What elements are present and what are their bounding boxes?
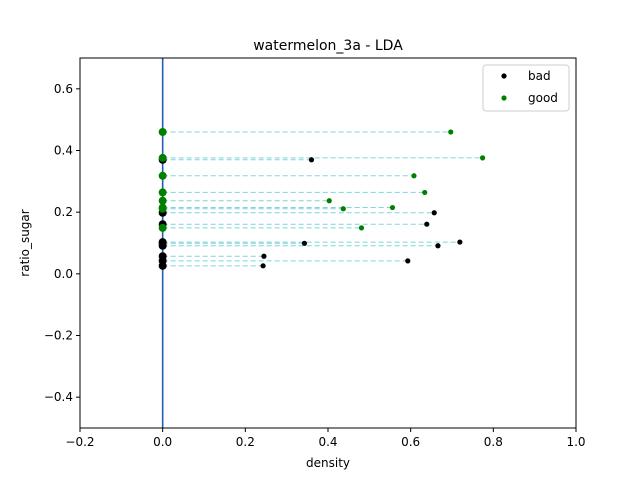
projected-point-good-1 xyxy=(158,153,167,162)
data-point-good-6 xyxy=(340,206,346,212)
data-point-bad-0 xyxy=(308,157,315,163)
x-tick-label-1: 0.0 xyxy=(153,435,172,449)
projected-point-bad-5 xyxy=(158,239,167,248)
y-tick-label-4: 0.4 xyxy=(54,144,73,158)
legend-marker-bad xyxy=(501,73,507,79)
projected-point-bad-8 xyxy=(158,261,167,270)
projected-point-good-7 xyxy=(158,223,167,232)
data-point-good-7 xyxy=(358,225,365,231)
data-point-bad-1 xyxy=(431,210,437,216)
plot-area xyxy=(158,58,486,428)
x-tick-label-2: 0.2 xyxy=(236,435,255,449)
legend-label-bad: bad xyxy=(528,69,551,83)
y-tick-label-2: 0.0 xyxy=(54,267,73,281)
data-point-good-4 xyxy=(326,198,332,204)
data-point-bad-4 xyxy=(435,243,441,249)
projected-point-good-6 xyxy=(158,204,167,213)
data-point-bad-8 xyxy=(260,263,266,269)
data-point-good-0 xyxy=(448,129,454,135)
projected-point-good-4 xyxy=(158,196,167,205)
data-point-good-3 xyxy=(422,189,428,196)
data-point-bad-7 xyxy=(405,258,411,264)
projected-point-good-3 xyxy=(158,188,167,197)
data-point-good-2 xyxy=(411,173,417,179)
legend: bad good xyxy=(482,64,570,112)
x-tick-label-0: −0.2 xyxy=(65,435,94,449)
axes-frame xyxy=(79,57,577,429)
legend-label-good: good xyxy=(528,91,558,105)
y-tick-label-3: 0.2 xyxy=(54,205,73,219)
chart-title: watermelon_3a - LDA xyxy=(253,38,403,54)
data-point-bad-2 xyxy=(424,221,430,227)
data-point-good-1 xyxy=(479,155,486,161)
data-point-good-5 xyxy=(389,204,396,211)
y-tick-label-1: −0.2 xyxy=(44,329,73,343)
data-point-bad-3 xyxy=(457,239,463,245)
x-tick-label-6: 1.0 xyxy=(566,435,585,449)
data-point-bad-5 xyxy=(301,240,308,246)
x-tick-label-5: 0.8 xyxy=(484,435,503,449)
axis-ticks: −0.2 0.0 0.2 0.4 0.6 0.8 1.0 −0.4 −0.2 0.0 0.2 0.4 0… xyxy=(44,82,586,449)
y-tick-label-5: 0.6 xyxy=(54,82,73,96)
legend-marker-good xyxy=(501,95,507,101)
data-point-bad-6 xyxy=(261,253,267,259)
x-tick-label-3: 0.4 xyxy=(318,435,337,449)
y-tick-label-0: −0.4 xyxy=(44,390,73,404)
projected-point-good-2 xyxy=(158,171,167,180)
x-tick-label-4: 0.6 xyxy=(401,435,420,449)
projected-point-good-0 xyxy=(158,128,167,136)
y-axis-label: ratio_sugar xyxy=(18,209,32,276)
x-axis-label: density xyxy=(306,456,350,470)
